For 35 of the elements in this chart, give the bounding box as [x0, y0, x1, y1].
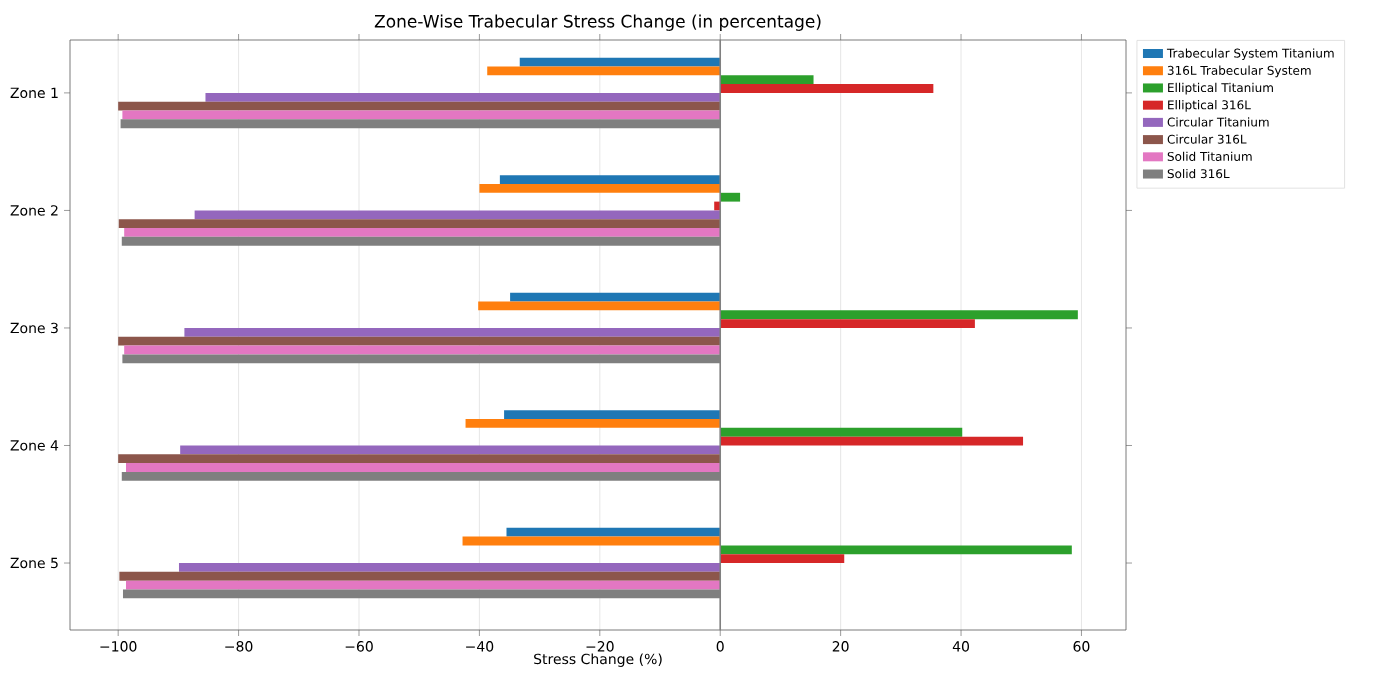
bar	[126, 580, 721, 590]
bar	[510, 292, 721, 302]
bar	[720, 192, 741, 202]
bar	[118, 336, 721, 346]
bar	[504, 410, 721, 420]
bar	[720, 319, 975, 328]
bar	[487, 66, 721, 76]
bar	[122, 110, 721, 120]
bar	[184, 327, 721, 337]
bar	[465, 419, 721, 428]
bar	[478, 301, 721, 311]
bar	[506, 527, 721, 537]
bar	[194, 210, 721, 220]
bar	[720, 75, 814, 85]
bar	[720, 436, 1024, 446]
bar	[720, 310, 1078, 320]
bar	[118, 454, 721, 464]
bar	[479, 183, 721, 193]
bar	[499, 175, 721, 184]
bar	[124, 228, 721, 237]
bar	[720, 554, 845, 564]
chart-title: Zone-Wise Trabecular Stress Change (in percentage)	[374, 14, 821, 31]
bar	[178, 563, 721, 572]
bar	[720, 427, 963, 437]
bar	[720, 84, 934, 93]
bar	[720, 545, 1072, 555]
bar	[180, 445, 721, 455]
bar	[205, 92, 721, 102]
bar	[519, 57, 721, 67]
bar	[118, 101, 721, 111]
bar	[124, 345, 721, 355]
bar	[462, 536, 721, 546]
bar	[118, 219, 721, 229]
bar	[126, 463, 721, 472]
bar	[119, 571, 721, 581]
